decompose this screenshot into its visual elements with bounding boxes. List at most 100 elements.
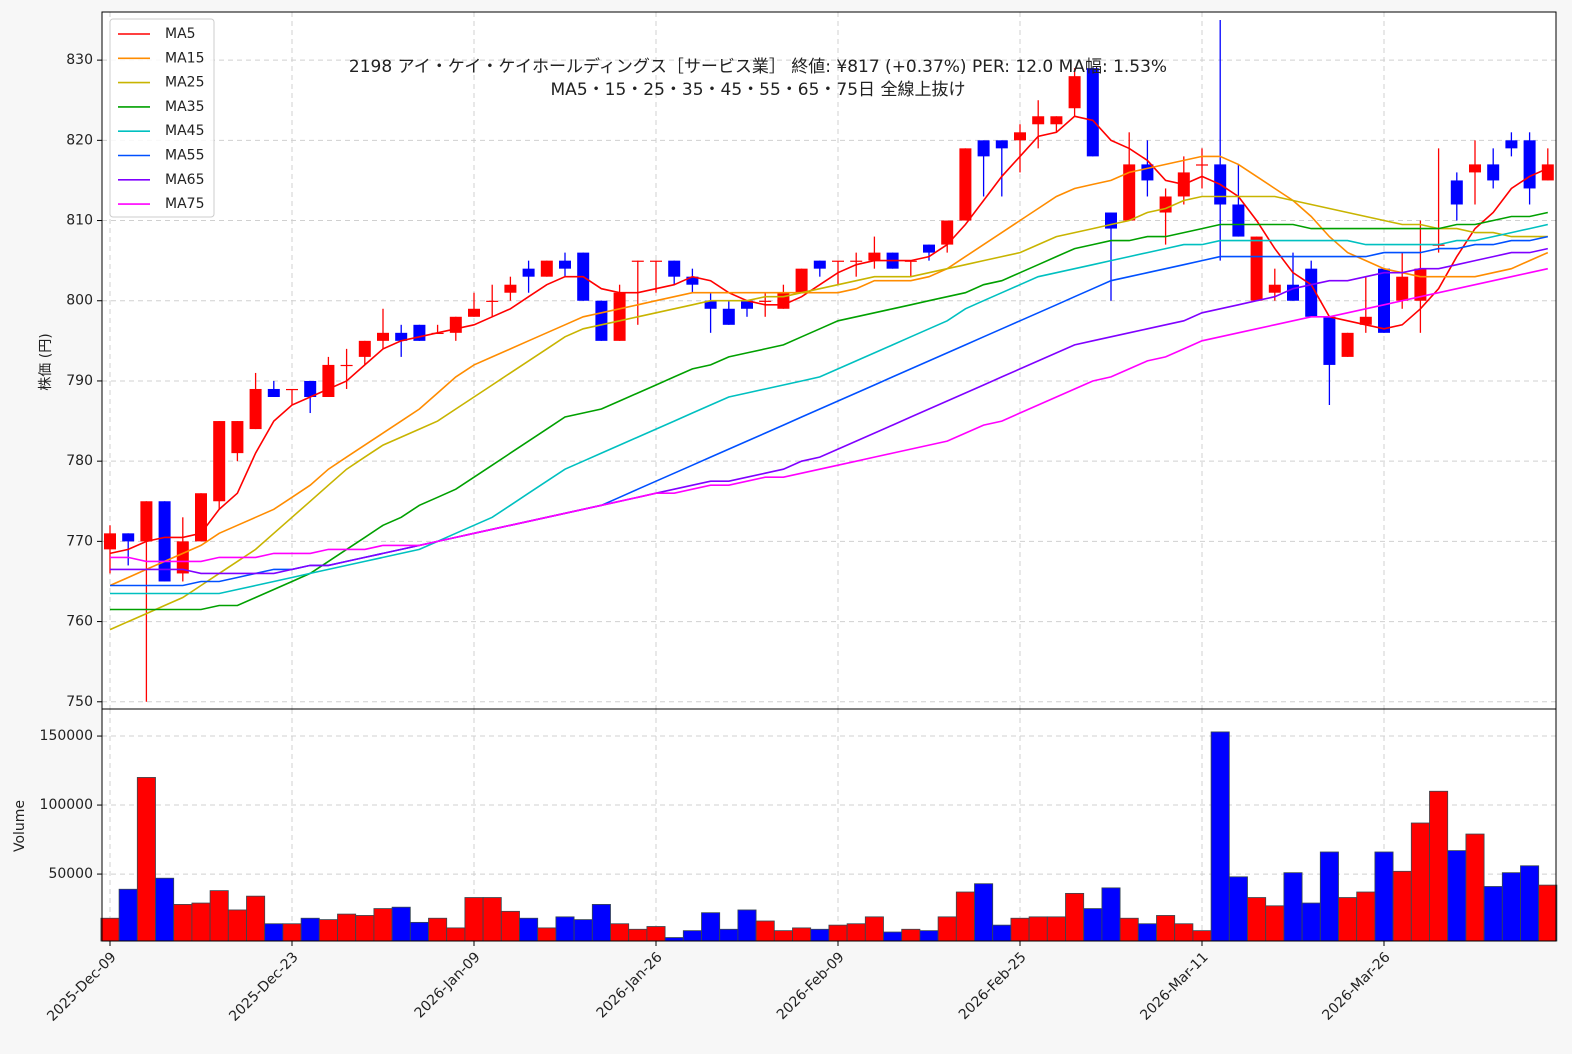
y-tick-label: 830 — [66, 52, 93, 68]
candle-body — [850, 260, 863, 262]
candle-body — [322, 364, 335, 397]
price-plot — [102, 12, 1556, 709]
x-tick-label: 2026-Mar-11 — [1137, 949, 1211, 1023]
candle-body — [1323, 316, 1336, 365]
volume-bar — [955, 891, 975, 942]
volume-bar — [792, 927, 812, 942]
candle-body — [1123, 164, 1136, 221]
volume-bar — [136, 777, 156, 942]
legend-label: MA45 — [165, 123, 204, 139]
ma-line — [110, 247, 1548, 575]
volume-bar — [337, 913, 357, 942]
legend-label: MA75 — [165, 196, 204, 212]
candle-body — [358, 340, 371, 357]
candle-body — [923, 244, 935, 253]
candle-body — [231, 421, 244, 454]
x-tick-label: 2025-Dec-09 — [44, 949, 119, 1024]
volume-bar — [919, 930, 939, 942]
candle-body — [1250, 236, 1263, 301]
volume-bar — [901, 928, 921, 942]
volume-bar — [646, 926, 666, 942]
candle-body — [249, 388, 262, 430]
legend-box — [109, 18, 215, 218]
y-tick-label: 760 — [66, 614, 93, 630]
candle-body — [868, 252, 881, 261]
volume-bar — [1356, 891, 1376, 942]
volume-bar — [737, 909, 757, 942]
volume-bar — [209, 890, 229, 942]
volume-bar — [719, 928, 739, 942]
candle-body — [795, 268, 808, 293]
x-tick-label: 2026-Feb-09 — [774, 949, 848, 1023]
volume-bar — [974, 883, 994, 942]
candle-body — [486, 300, 499, 302]
candle-body — [1341, 332, 1354, 357]
candle-body — [1232, 204, 1245, 237]
candle-body — [1268, 284, 1281, 293]
candle-body — [1032, 116, 1045, 125]
candle-body — [704, 300, 717, 309]
volume-bar — [1410, 822, 1430, 942]
candle-body — [1396, 276, 1409, 301]
candle-body — [977, 140, 990, 157]
volume-bar — [282, 923, 302, 942]
x-tick-label: 2026-Mar-26 — [1319, 949, 1393, 1023]
candle-body — [686, 276, 699, 285]
volume-bar — [1465, 833, 1485, 942]
candle-body — [104, 533, 116, 550]
candle-body — [304, 380, 317, 397]
volume-bar — [1520, 865, 1540, 942]
volume-bar — [391, 906, 411, 942]
legend: MA5 MA15 MA25 MA35 MA45 MA55 MA65 MA75 — [109, 18, 215, 218]
candle-body — [832, 260, 844, 262]
volume-bar — [1228, 876, 1248, 942]
volume-bar — [682, 930, 702, 942]
volume-bar — [1101, 887, 1121, 942]
volume-bar — [555, 916, 575, 942]
y-tick-label: 770 — [66, 533, 93, 549]
chart-subtitle: MA5・15・25・35・45・55・65・75日 全線上抜け — [551, 80, 966, 100]
y-tick-label: 100000 — [40, 797, 93, 813]
candle-body — [286, 388, 298, 391]
y-tick-label: 50000 — [48, 866, 93, 882]
volume-bar — [464, 897, 484, 942]
volume-bar — [246, 895, 266, 942]
candle-body — [213, 421, 226, 502]
volume-bar — [828, 924, 848, 942]
volume-bar — [1374, 851, 1394, 942]
volume-bar — [173, 904, 193, 942]
candle-body — [722, 308, 735, 325]
volume-bar — [1319, 851, 1339, 942]
ma-line — [110, 267, 1548, 563]
volume-bar — [1210, 731, 1230, 942]
candle-body — [176, 541, 189, 574]
volume-bar — [1046, 916, 1066, 942]
legend-label: MA35 — [165, 99, 204, 115]
volume-bar — [1010, 917, 1030, 942]
candle-body — [941, 220, 954, 245]
candle-body — [1086, 68, 1099, 157]
volume-bar — [318, 919, 338, 942]
candle-body — [1050, 116, 1063, 125]
volume-bar — [1028, 916, 1048, 942]
volume-bar — [1137, 923, 1157, 942]
volume-bar — [1247, 897, 1267, 942]
y-tick-label: 750 — [66, 694, 93, 710]
volume-bar — [846, 923, 866, 942]
candle-body — [1523, 140, 1536, 189]
y-tick-label: 820 — [66, 132, 93, 148]
candle-body — [122, 533, 135, 542]
candle-body — [668, 260, 681, 277]
candle-body — [540, 260, 553, 277]
volume-bar — [1429, 790, 1449, 942]
legend-label: MA55 — [165, 148, 204, 164]
volume-bar — [482, 897, 502, 942]
volume-bar — [519, 917, 539, 942]
volume-bar — [1065, 892, 1085, 942]
y-tick-label: 150000 — [40, 728, 93, 744]
candle-body — [631, 260, 644, 262]
candle-body — [468, 308, 480, 317]
volume-bar — [409, 921, 429, 942]
volume-bar — [1265, 905, 1285, 942]
